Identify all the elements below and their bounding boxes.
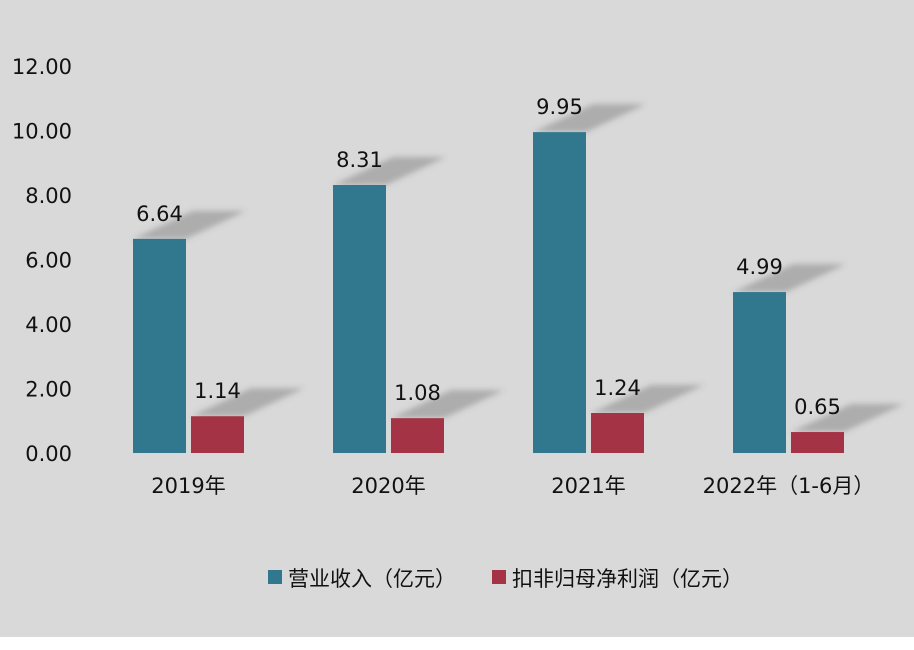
data-label-net-profit: 1.08 [394,381,441,405]
x-axis-category-labels: 2019年 2020年 2021年 2022年（1-6月） [151,474,874,498]
y-tick-label: 8.00 [25,184,72,208]
bar-revenue [333,185,386,453]
bar-shadow [333,157,446,186]
y-tick-label: 4.00 [25,313,72,337]
y-tick-label: 0.00 [25,442,72,466]
data-label-revenue: 9.95 [536,95,583,119]
y-tick-label: 6.00 [25,249,72,273]
y-tick-label: 10.00 [12,120,72,144]
legend-swatch-net-profit [492,570,506,584]
legend-label-net-profit: 扣非归母净利润（亿元） [512,567,743,591]
bar-revenue [133,238,186,453]
bar-shadows [133,104,904,433]
legend-label-revenue: 营业收入（亿元） [288,567,456,591]
bar-shadow [791,404,904,433]
data-label-net-profit: 1.14 [194,379,241,403]
data-label-revenue: 6.64 [136,202,183,226]
bar-shadow [133,210,246,239]
x-category-label: 2020年 [351,474,425,498]
bar-net-profit [191,416,244,453]
bar-revenue [533,132,586,454]
data-label-revenue: 4.99 [736,255,783,279]
y-tick-label: 12.00 [12,55,72,79]
bar-shadow [591,385,704,414]
legend: 营业收入（亿元） 扣非归母净利润（亿元） [268,567,743,591]
x-category-label: 2019年 [151,474,225,498]
bar-shadow [533,104,646,133]
bar-shadow [191,388,304,417]
y-axis-tick-labels: 0.00 2.00 4.00 6.00 8.00 10.00 12.00 [12,55,72,466]
bar-net-profit [791,432,844,453]
bars [133,132,844,454]
data-label-net-profit: 0.65 [794,395,841,419]
data-label-revenue: 8.31 [336,148,383,172]
data-label-net-profit: 1.24 [594,376,641,400]
bar-net-profit [591,413,644,453]
bar-shadow [391,390,504,419]
bar-revenue [733,292,786,453]
bar-shadow [733,264,846,293]
x-category-label: 2022年（1-6月） [703,474,875,498]
legend-swatch-revenue [268,570,282,584]
data-labels: 6.64 1.14 8.31 1.08 9.95 1.24 4.99 0.65 [136,95,841,419]
y-tick-label: 2.00 [25,378,72,402]
x-category-label: 2021年 [551,474,625,498]
bar-net-profit [391,418,444,453]
